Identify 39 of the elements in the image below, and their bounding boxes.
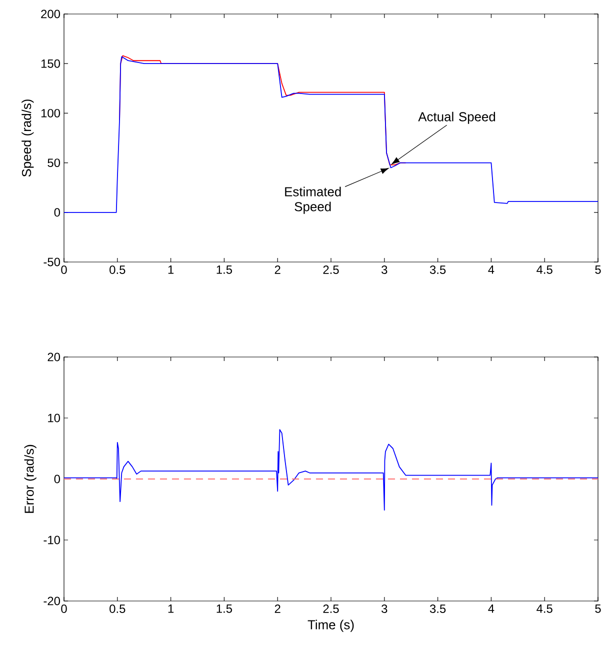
y-axis-title: Speed (rad/s)	[22, 100, 34, 177]
x-tick-label: 1	[168, 604, 174, 613]
x-tick-label: 1.5	[216, 604, 232, 613]
y-tick-label: -20	[44, 596, 60, 606]
y-tick-label: 200	[41, 10, 60, 18]
line-series	[64, 429, 598, 511]
x-tick-label: 0.5	[110, 266, 126, 274]
x-tick-label: 2	[274, 266, 280, 274]
x-tick-label: 2	[274, 604, 280, 613]
x-tick-label: 0.5	[110, 604, 126, 613]
x-tick-label: 4	[488, 266, 494, 274]
y-tick-label: 0	[54, 208, 60, 217]
x-tick-label: 2.5	[323, 604, 339, 613]
annotation: Estimated Speed	[285, 186, 341, 214]
x-tick-label: 1.5	[216, 266, 232, 274]
x-tick-label: 4.5	[536, 604, 552, 613]
x-tick-label: 4.5	[536, 266, 552, 274]
y-tick-label: 100	[41, 108, 60, 118]
x-tick-label: 0	[61, 604, 67, 613]
y-tick-label: 10	[48, 414, 60, 422]
y-tick-label: -50	[44, 258, 60, 266]
x-tick-label: 3.5	[430, 266, 446, 274]
annotation: Actual Speed	[418, 112, 496, 124]
y-tick-label: 50	[48, 158, 60, 168]
y-tick-label: 0	[54, 474, 60, 484]
x-tick-label: 4	[488, 604, 494, 613]
y-tick-label: 20	[48, 352, 60, 362]
y-tick-label: -10	[44, 536, 60, 544]
y-axis-title: Error (rad/s)	[24, 444, 36, 513]
x-tick-label: 1	[168, 266, 174, 274]
x-tick-label: 0	[61, 266, 67, 274]
x-tick-label: 3	[382, 604, 388, 613]
y-tick-label: 150	[41, 59, 60, 68]
x-tick-label: 5	[595, 604, 601, 613]
x-tick-label: 2.5	[323, 266, 339, 274]
x-tick-label: 3.5	[430, 604, 446, 613]
x-tick-label: 3	[382, 266, 388, 274]
x-tick-label: 5	[595, 266, 601, 274]
x-axis-title: Time (s)	[308, 620, 354, 632]
